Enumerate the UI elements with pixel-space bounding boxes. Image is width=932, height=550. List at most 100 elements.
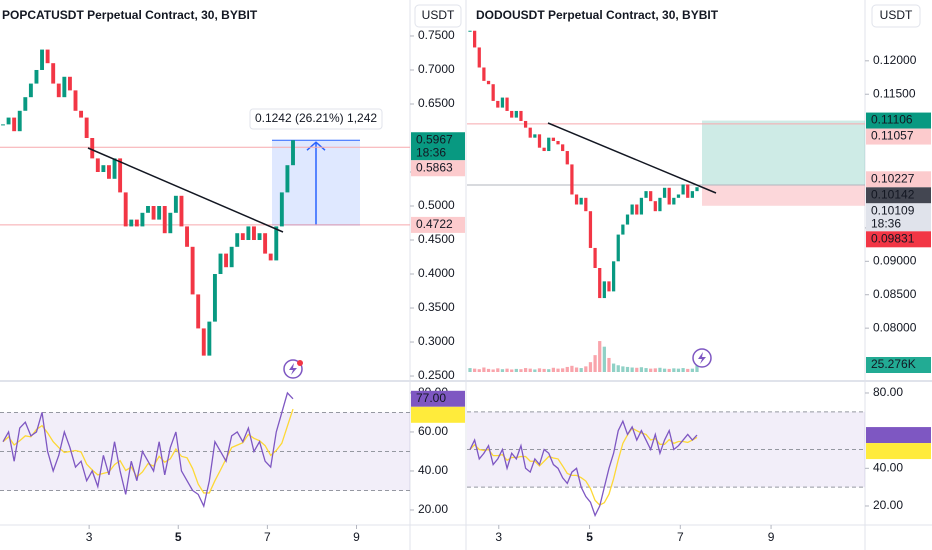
- volume-bar: [570, 365, 574, 372]
- candle: [482, 67, 486, 81]
- volume-bar: [519, 369, 523, 372]
- volume-bar: [510, 369, 514, 372]
- candle: [95, 158, 100, 172]
- volume-bar: [473, 368, 477, 372]
- volume-bar: [676, 368, 681, 372]
- candle: [118, 158, 123, 193]
- candle: [129, 219, 134, 227]
- candle: [523, 120, 528, 128]
- candle: [561, 144, 565, 152]
- candle: [17, 110, 22, 132]
- candle: [639, 197, 644, 215]
- candle: [496, 100, 500, 108]
- volume-bar: [486, 368, 491, 372]
- candle: [570, 164, 574, 195]
- candle: [235, 233, 240, 247]
- candle: [240, 233, 245, 241]
- candle: [151, 206, 156, 220]
- rsi-line: [469, 419, 698, 518]
- candle: [268, 253, 273, 261]
- candle: [285, 165, 290, 193]
- currency-label[interactable]: USDT: [422, 8, 455, 22]
- rsi-ma: [469, 427, 698, 506]
- chart-title: DODOUSDT Perpetual Contract, 30, BYBIT: [476, 8, 719, 22]
- y-tick-label: 0.2500: [418, 368, 455, 382]
- candle: [611, 261, 616, 292]
- price-tag: [866, 231, 931, 248]
- volume-bar: [533, 369, 537, 372]
- candle: [218, 253, 223, 275]
- candle: [542, 147, 546, 152]
- y-tick-label: 0.3000: [418, 334, 455, 348]
- currency-button[interactable]: [871, 4, 921, 28]
- volume-bar: [635, 367, 639, 372]
- candle: [468, 30, 472, 32]
- candle: [486, 80, 491, 85]
- volume-tag: [866, 357, 931, 373]
- currency-button[interactable]: [414, 4, 462, 28]
- volume-bar: [653, 368, 657, 372]
- volume-bar: [602, 346, 606, 372]
- candle: [6, 117, 11, 125]
- candle: [157, 206, 162, 220]
- candle: [168, 212, 173, 234]
- volume-bar: [625, 366, 630, 372]
- alert-icon[interactable]: [283, 359, 303, 379]
- y-tick-label: 0.6500: [418, 96, 455, 110]
- candle: [500, 97, 505, 108]
- volume-bar: [514, 368, 518, 372]
- price-tag: [411, 132, 465, 161]
- candle: [134, 219, 139, 227]
- candle: [40, 49, 44, 70]
- x-tick-label: 9: [353, 530, 360, 544]
- volume-bar: [662, 368, 667, 372]
- volume-bar: [681, 368, 685, 372]
- candle: [658, 197, 662, 212]
- candle: [112, 158, 117, 179]
- measure-label: 0.1242 (26.21%) 1,242: [255, 111, 377, 125]
- volume-bar: [491, 369, 495, 372]
- candle: [196, 294, 201, 329]
- rsi-tag-label: 77.00: [416, 391, 446, 405]
- volume-bar: [588, 362, 593, 372]
- candle: [140, 212, 145, 227]
- rsi-tag: [866, 443, 931, 460]
- candle: [23, 97, 28, 111]
- y-tick-label: 0.11500: [873, 86, 916, 100]
- candle: [579, 197, 583, 205]
- candle: [607, 281, 611, 292]
- currency-label[interactable]: USDT: [880, 8, 913, 22]
- chart-layer: 0.75000.70000.65000.55000.50000.45000.40…: [0, 28, 931, 544]
- candle: [477, 47, 481, 68]
- candle: [625, 214, 630, 225]
- candle: [185, 226, 189, 247]
- candle: [584, 197, 588, 212]
- y-tick-label: 0.12000: [873, 53, 917, 67]
- y-tick-label: 0.4500: [418, 232, 455, 246]
- volume-bar: [598, 341, 602, 372]
- volume-bar: [528, 368, 532, 372]
- volume-bar: [686, 368, 690, 372]
- candle: [676, 194, 681, 198]
- y-tick-label: 20.00: [418, 502, 448, 516]
- candle: [588, 211, 593, 248]
- candle: [34, 69, 39, 84]
- candle: [201, 328, 206, 356]
- candle: [653, 201, 657, 212]
- volume-bar: [695, 364, 699, 372]
- volume-bar: [607, 357, 611, 372]
- candle: [533, 134, 537, 138]
- alert-icon[interactable]: [692, 348, 712, 368]
- candle: [67, 76, 72, 91]
- y-tick-label: 40.00: [873, 460, 903, 474]
- candle: [274, 226, 279, 261]
- candle: [505, 97, 509, 111]
- volume-bar: [496, 368, 500, 372]
- price-tag: [866, 128, 931, 145]
- trendline: [547, 122, 717, 194]
- price-tag: [866, 171, 931, 188]
- volume-bar: [551, 367, 556, 372]
- candle: [263, 233, 268, 254]
- y-tick-label: 40.00: [418, 463, 448, 477]
- candle: [528, 127, 532, 138]
